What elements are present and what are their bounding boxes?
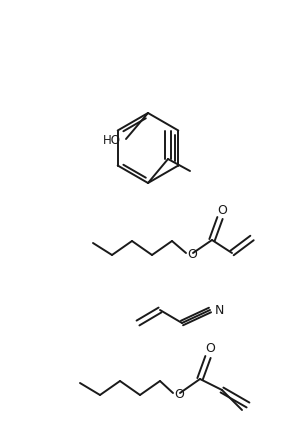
Text: HO: HO xyxy=(103,133,121,146)
Text: O: O xyxy=(187,248,197,261)
Text: O: O xyxy=(205,343,215,355)
Text: O: O xyxy=(174,388,184,401)
Text: O: O xyxy=(217,203,227,216)
Text: N: N xyxy=(214,305,224,318)
